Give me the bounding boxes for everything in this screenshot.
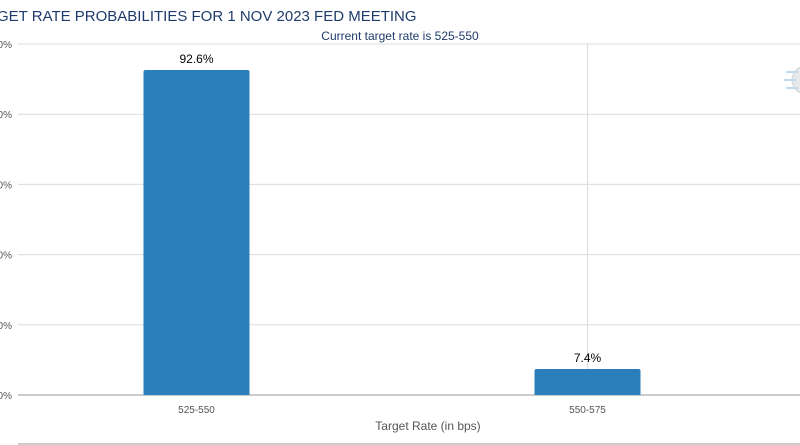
bar-525-550[interactable]: [143, 69, 250, 395]
data-label-525-550: 92.6%: [179, 52, 213, 66]
logo-fragment-icon: [784, 66, 800, 94]
x-tick-label: 525-550: [178, 405, 215, 416]
data-label-550-575: 7.4%: [574, 351, 602, 365]
chart-title: GET RATE PROBABILITIES FOR 1 NOV 2023 FE…: [0, 8, 417, 25]
chart-subtitle: Current target rate is 525-550: [321, 29, 479, 43]
x-axis-ticks: 525-550 550-575: [178, 405, 606, 416]
gridlines: [18, 43, 800, 395]
y-tick-label: 0%: [0, 321, 12, 332]
y-tick-label: 0%: [0, 40, 12, 51]
y-tick-label: 0%: [0, 110, 12, 121]
bar-550-575[interactable]: [534, 369, 641, 395]
bars: 92.6% 7.4%: [143, 52, 641, 395]
x-axis-title: Target Rate (in bps): [375, 419, 480, 433]
y-tick-label: 0%: [0, 391, 12, 402]
y-tick-label: 0%: [0, 251, 12, 262]
y-tick-label: 0%: [0, 180, 12, 191]
x-tick-label: 550-575: [569, 405, 606, 416]
y-axis-ticks: 0% 0% 0% 0% 0% 0%: [0, 40, 12, 402]
